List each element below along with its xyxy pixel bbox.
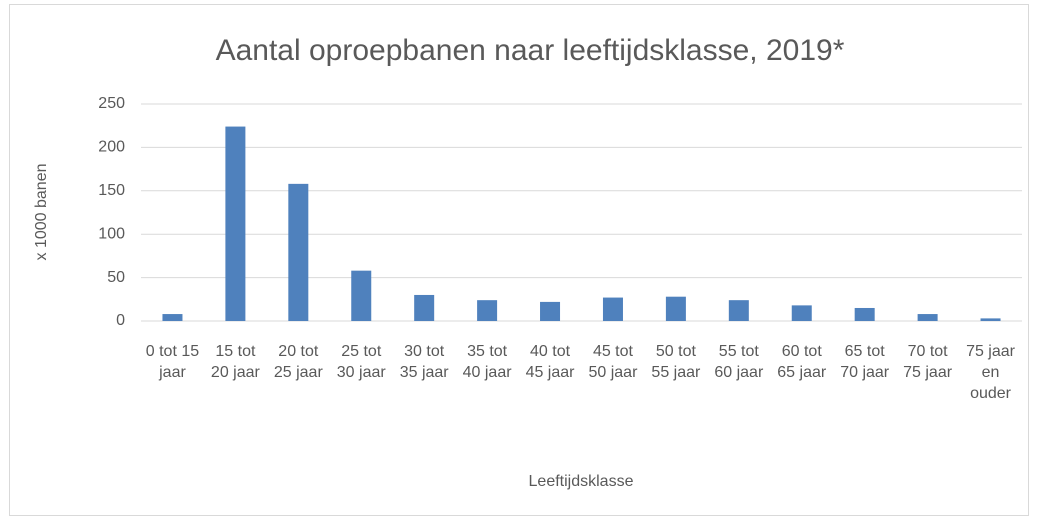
chart-title: Aantal oproepbanen naar leeftijdsklasse,… (216, 34, 845, 67)
x-tick-label: 65 tot 70 jaar (840, 343, 890, 381)
y-tick-label: 150 (98, 182, 125, 199)
bar (665, 296, 686, 321)
x-tick-label: 50 tot 55 jaar (651, 343, 701, 381)
bar (477, 300, 498, 321)
x-tick-label: 70 tot 75 jaar (903, 343, 953, 381)
bar (791, 305, 812, 321)
x-tick-label: 60 tot 65 jaar (777, 343, 827, 381)
chart-border (9, 4, 1029, 516)
x-tick-label: 75 jaar en ouder (966, 343, 1015, 402)
x-tick-label: 45 tot 50 jaar (588, 343, 638, 381)
bar (162, 314, 183, 321)
bar (414, 294, 435, 321)
y-axis-label: x 1000 banen (33, 164, 50, 261)
bar (540, 301, 561, 321)
bar (728, 300, 749, 321)
bar (854, 307, 875, 321)
x-tick-label: 0 tot 15 jaar (145, 343, 200, 381)
x-axis-label: Leeftijdsklasse (529, 473, 634, 490)
bar (351, 270, 372, 321)
y-tick-label: 0 (116, 312, 125, 329)
bar (602, 297, 623, 321)
x-tick-label: 40 tot 45 jaar (525, 343, 575, 381)
y-tick-label: 250 (98, 95, 125, 112)
x-tick-label: 30 tot 35 jaar (399, 343, 449, 381)
y-tick-label: 100 (98, 225, 125, 242)
x-tick-label: 25 tot 30 jaar (336, 343, 386, 381)
bar (917, 314, 938, 321)
bar (225, 126, 246, 322)
x-tick-label: 55 tot 60 jaar (714, 343, 764, 381)
y-tick-label: 50 (107, 269, 125, 286)
x-tick-label: 20 tot 25 jaar (273, 343, 323, 381)
bar (980, 318, 1001, 321)
x-tick-label: 35 tot 40 jaar (462, 343, 512, 381)
y-tick-label: 200 (98, 139, 125, 156)
x-tick-label: 15 tot 20 jaar (210, 343, 260, 381)
bar (288, 183, 309, 321)
